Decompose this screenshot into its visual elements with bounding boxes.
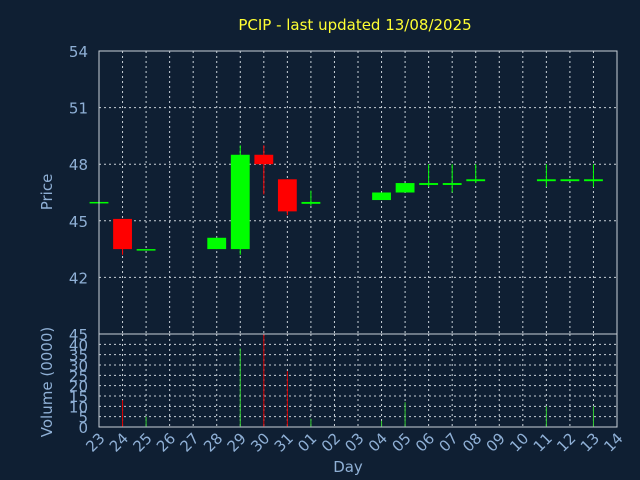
day-tick-label: 09	[483, 429, 509, 455]
day-tick-label: 02	[318, 429, 344, 455]
x-axis-label: Day	[333, 458, 363, 476]
candle-body	[372, 192, 391, 201]
day-tick-label: 11	[530, 429, 556, 455]
volume-tick-label: 45	[69, 326, 88, 344]
price-tick-label: 51	[69, 100, 88, 118]
candles	[89, 145, 603, 255]
volume-tick-label: 0	[78, 419, 88, 437]
price-tick-label: 48	[69, 156, 88, 174]
day-tick-label: 12	[553, 429, 579, 455]
candle-body	[442, 183, 462, 185]
candle-body	[136, 249, 156, 251]
candle-body	[584, 179, 603, 182]
day-tick-label: 25	[129, 429, 155, 455]
day-tick-label: 30	[247, 429, 273, 455]
day-tick-label: 26	[153, 429, 179, 455]
candle-body	[113, 218, 132, 250]
day-tick-label: 14	[600, 429, 626, 455]
day-tick-label: 29	[224, 429, 250, 455]
volume-axis-label: Volume (0000)	[38, 327, 56, 437]
volume-tick-label: 15	[69, 388, 88, 406]
price-axis: 54 51 48 45 42	[69, 43, 88, 287]
candle-body	[230, 154, 250, 250]
price-grid	[99, 50, 617, 334]
day-tick-label: 31	[271, 429, 297, 455]
candle-body	[560, 179, 580, 182]
candle-body	[466, 179, 486, 182]
day-tick-label: 10	[506, 429, 532, 455]
volume-tick-label: 35	[69, 347, 88, 365]
day-tick-label: 13	[577, 429, 603, 455]
day-tick-label: 04	[365, 429, 391, 455]
candle-body	[207, 237, 227, 250]
candle-body	[419, 183, 439, 185]
volume-tick-label: 5	[78, 409, 88, 427]
candle-body	[395, 183, 415, 193]
day-tick-label: 03	[341, 429, 367, 455]
day-tick-label: 27	[177, 429, 203, 455]
day-tick-label: 07	[436, 429, 462, 455]
day-tick-label: 05	[388, 429, 414, 455]
price-axis-label: Price	[38, 174, 56, 211]
volume-grid	[99, 334, 617, 428]
volume-panel-frame	[98, 333, 618, 428]
price-tick-label: 45	[69, 213, 88, 231]
volume-tick-label: 30	[69, 357, 88, 375]
volume-tick-label: 10	[69, 398, 88, 416]
day-tick-label: 28	[200, 429, 226, 455]
price-tick-label: 54	[69, 43, 88, 61]
volume-tick-label: 25	[69, 367, 88, 385]
day-axis: 2324252627282930310102030405060708091011…	[82, 429, 626, 455]
candle-body	[301, 201, 321, 204]
price-tick-label: 42	[69, 269, 88, 287]
day-tick-label: 08	[459, 429, 485, 455]
chart-title: PCIP - last updated 13/08/2025	[238, 16, 471, 34]
day-tick-label: 24	[106, 429, 132, 455]
volume-tick-label: 40	[69, 336, 88, 354]
day-tick-label: 01	[294, 429, 320, 455]
day-tick-label: 06	[412, 429, 438, 455]
candle-body	[254, 154, 274, 165]
candle-body	[277, 179, 297, 212]
volume-tick-label: 20	[69, 378, 88, 396]
volume-bars	[122, 334, 594, 427]
candle-body	[536, 179, 556, 182]
